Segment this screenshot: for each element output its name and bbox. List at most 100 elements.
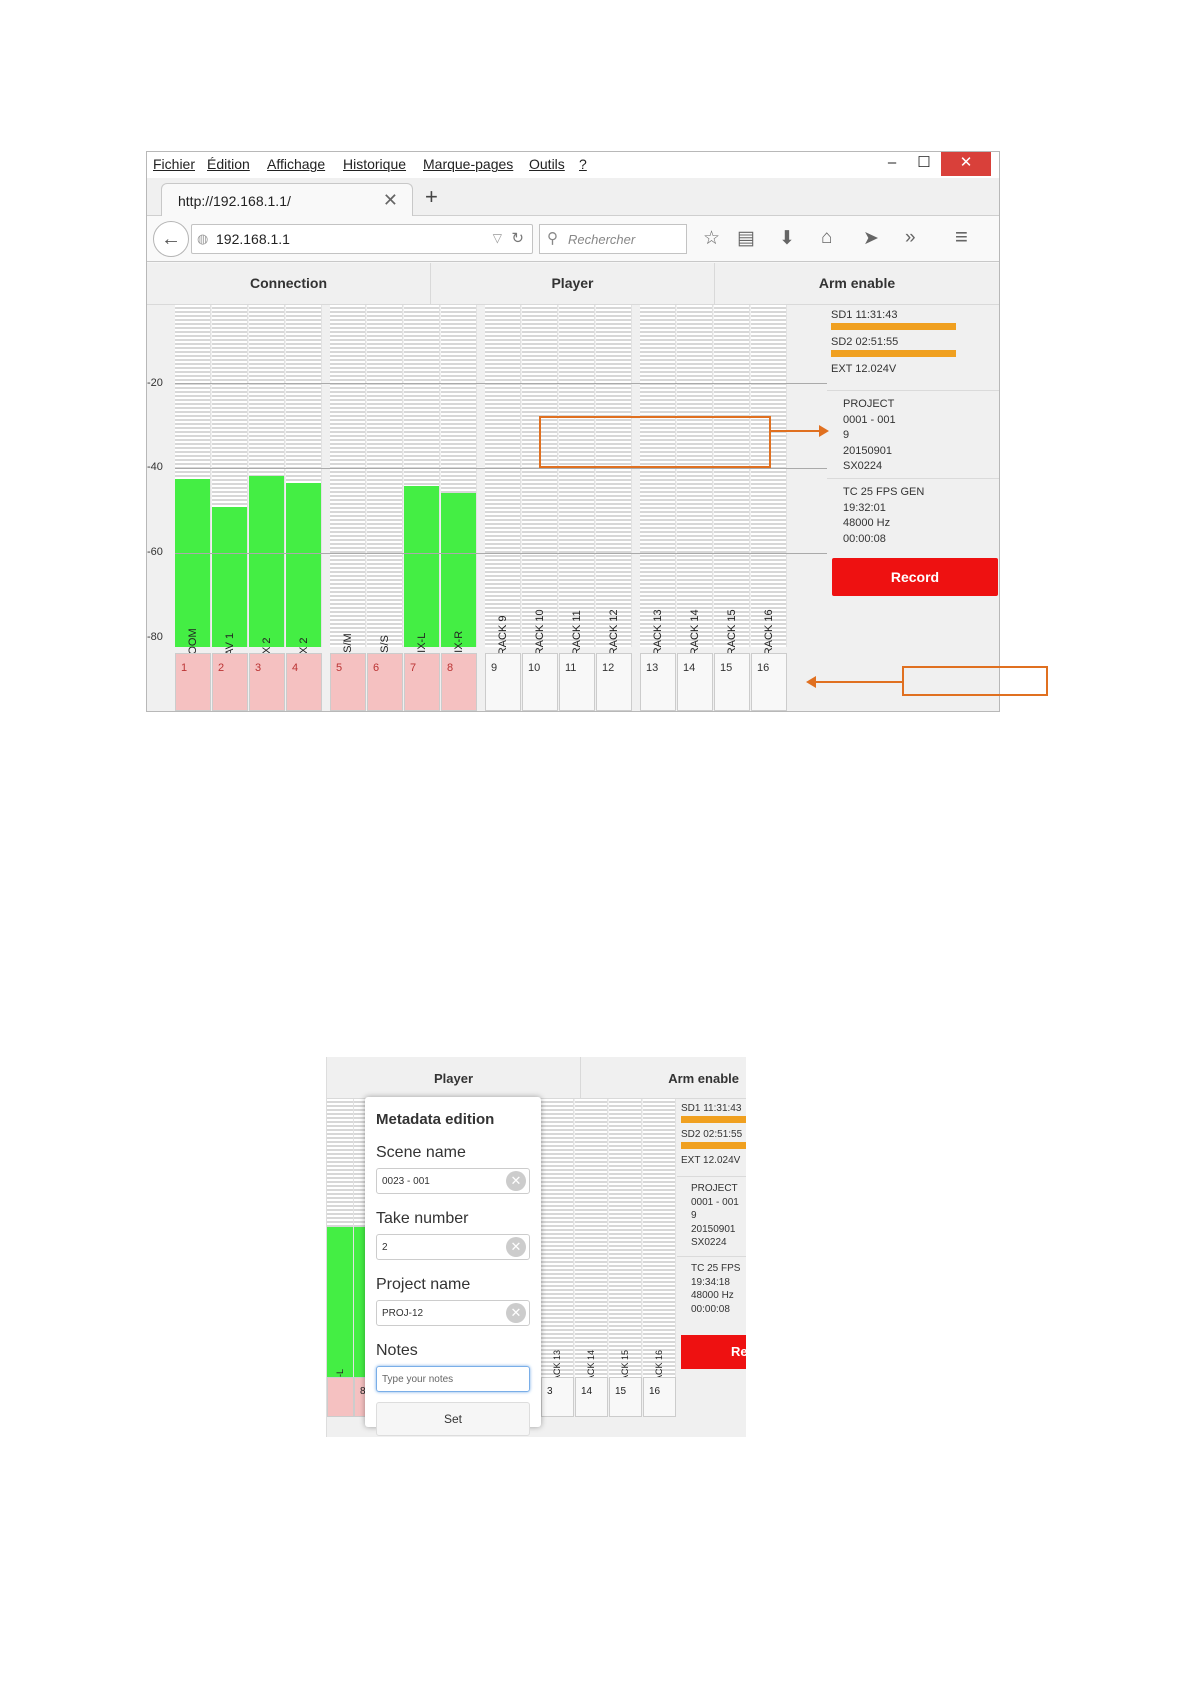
tab-player[interactable]: Player bbox=[431, 263, 715, 305]
channel-name: TRACK 12 bbox=[607, 609, 620, 662]
reading-list-icon[interactable]: ▤ bbox=[737, 228, 755, 249]
notes-label: Notes bbox=[376, 1342, 418, 1359]
channel-name: TRACK 15 bbox=[725, 609, 738, 662]
clear-icon[interactable]: ✕ bbox=[506, 1303, 526, 1323]
take-number-input[interactable]: 2 ✕ bbox=[376, 1234, 530, 1260]
timecode-line: 48000 Hz bbox=[843, 517, 891, 529]
back-icon[interactable]: ← bbox=[153, 221, 189, 257]
arm-toggle-channel[interactable]: 15 bbox=[714, 653, 750, 711]
arm-toggle-channel[interactable]: 14 bbox=[575, 1377, 608, 1417]
popup-header: Player Arm enable bbox=[327, 1057, 746, 1099]
minimize-icon[interactable]: – bbox=[887, 154, 897, 171]
browser-window: Fichier Édition Affichage Historique Mar… bbox=[146, 151, 1000, 712]
sd2-status: SD2 02:51:55 bbox=[681, 1129, 743, 1140]
arm-toggle-channel[interactable]: 16 bbox=[751, 653, 787, 711]
tab-player[interactable]: Player bbox=[327, 1057, 581, 1099]
reload-icon[interactable]: ↻ bbox=[511, 230, 524, 247]
project-name-label: Project name bbox=[376, 1276, 471, 1293]
arm-toggle-channel[interactable] bbox=[327, 1377, 354, 1417]
overflow-icon[interactable]: » bbox=[905, 227, 916, 248]
project-line: 9 bbox=[691, 1210, 697, 1221]
scene-name-input[interactable]: 0023 - 001 ✕ bbox=[376, 1168, 530, 1194]
arm-toggle-channel[interactable]: 3 bbox=[249, 653, 285, 711]
hamburger-menu-icon[interactable]: ≡ bbox=[955, 224, 968, 249]
close-window-icon[interactable]: ✕ bbox=[941, 152, 991, 176]
set-button[interactable]: Set bbox=[376, 1402, 530, 1436]
arm-toggle-channel[interactable]: 9 bbox=[485, 653, 521, 711]
storage-status: SD1 11:31:43 SD2 02:51:55 EXT 12.024V bbox=[677, 1099, 746, 1177]
tab-arm-enable[interactable]: Arm enable bbox=[668, 1071, 739, 1086]
record-button[interactable]: Re bbox=[681, 1335, 746, 1369]
arm-toggle-channel[interactable]: 12 bbox=[596, 653, 632, 711]
take-number-value: 2 bbox=[382, 1242, 388, 1253]
maximize-icon[interactable]: ☐ bbox=[917, 154, 931, 171]
new-tab-icon[interactable]: + bbox=[425, 184, 438, 209]
menu-affichage[interactable]: Affichage bbox=[267, 156, 326, 172]
project-name-input[interactable]: PROJ-12 ✕ bbox=[376, 1300, 530, 1326]
arm-toggle-channel[interactable]: 7 bbox=[404, 653, 440, 711]
arm-toggle-channel[interactable]: 5 bbox=[330, 653, 366, 711]
url-bar[interactable]: ◍ 192.168.1.1 ▽ ↻ bbox=[191, 224, 533, 254]
sd2-usage-bar bbox=[681, 1142, 746, 1149]
notes-input[interactable]: Type your notes bbox=[376, 1366, 530, 1392]
project-info[interactable]: PROJECT 0001 - 001 9 20150901 SX0224 bbox=[677, 1177, 746, 1257]
callout-arrow bbox=[816, 681, 902, 683]
grid-line bbox=[175, 553, 827, 554]
menu-edition[interactable]: Édition bbox=[207, 156, 250, 172]
timecode-line: 19:32:01 bbox=[843, 501, 886, 514]
tab-connection[interactable]: Connection bbox=[147, 263, 431, 305]
storage-status: SD1 11:31:43 SD2 02:51:55 EXT 12.024V bbox=[827, 305, 999, 391]
arm-toggle-channel[interactable]: 1 bbox=[175, 653, 211, 711]
arm-toggle-channel[interactable]: 8 bbox=[441, 653, 477, 711]
browser-tab[interactable]: http://192.168.1.1/ ✕ bbox=[161, 183, 413, 217]
dropdown-icon[interactable]: ▽ bbox=[492, 231, 502, 245]
scene-name-label: Scene name bbox=[376, 1144, 466, 1161]
project-line: PROJECT bbox=[691, 1183, 738, 1194]
tab-arm-enable[interactable]: Arm enable bbox=[715, 263, 999, 305]
home-icon[interactable]: ⌂ bbox=[821, 227, 833, 248]
menu-fichier[interactable]: Fichier bbox=[153, 156, 196, 172]
arm-toggle-channel[interactable]: 6 bbox=[367, 653, 403, 711]
arm-toggle-channel[interactable]: 3 bbox=[541, 1377, 574, 1417]
arm-toggle-channel[interactable]: 10 bbox=[522, 653, 558, 711]
close-tab-icon[interactable]: ✕ bbox=[382, 190, 398, 210]
arm-toggle-channel[interactable]: 15 bbox=[609, 1377, 642, 1417]
channel-meter: TRACK 10 bbox=[522, 305, 558, 662]
channel-meter: MS/M bbox=[330, 305, 366, 662]
project-line: 0001 - 001 bbox=[691, 1196, 739, 1208]
timecode-line: 19:34:18 bbox=[691, 1276, 730, 1288]
menu-marque-pages[interactable]: Marque-pages bbox=[423, 156, 514, 172]
tab-strip: http://192.168.1.1/ ✕ + bbox=[147, 178, 999, 217]
callout-box bbox=[539, 416, 771, 468]
channel-name: BOOM bbox=[186, 628, 199, 662]
menu-outils[interactable]: Outils bbox=[529, 156, 565, 172]
recorder-app: Connection Player Arm enable -20 -40 -60… bbox=[147, 263, 999, 711]
arm-toggle-channel[interactable]: 2 bbox=[212, 653, 248, 711]
timecode-info: TC 25 FPS GEN 19:32:01 48000 Hz 00:00:08 bbox=[827, 479, 999, 557]
timecode-line: TC 25 FPS bbox=[691, 1263, 741, 1274]
bookmark-star-icon[interactable]: ☆ bbox=[703, 228, 721, 249]
download-icon[interactable]: ⬇ bbox=[779, 228, 795, 249]
record-button[interactable]: Record bbox=[832, 558, 998, 596]
arm-toggle-channel[interactable]: 4 bbox=[286, 653, 322, 711]
channel-meter: RX 2 bbox=[286, 305, 322, 662]
nav-bar: ← ◍ 192.168.1.1 ▽ ↻ ⚲ Rechercher ☆ ▤ ⬇ ⌂… bbox=[147, 216, 999, 262]
clear-icon[interactable]: ✕ bbox=[506, 1171, 526, 1191]
arm-toggle-channel[interactable]: 11 bbox=[559, 653, 595, 711]
meter-level bbox=[404, 486, 439, 647]
arm-toggle-channel[interactable]: 16 bbox=[643, 1377, 676, 1417]
project-info[interactable]: PROJECT 0001 - 001 9 20150901 SX0224 bbox=[827, 391, 999, 479]
arm-toggle-channel[interactable]: 14 bbox=[677, 653, 713, 711]
timecode-line: 48000 Hz bbox=[691, 1290, 734, 1301]
clear-icon[interactable]: ✕ bbox=[506, 1237, 526, 1257]
channel-name: TRACK 16 bbox=[762, 609, 775, 662]
channel-meter: TRACK 11 bbox=[559, 305, 595, 662]
arm-toggle-channel[interactable]: 13 bbox=[640, 653, 676, 711]
ext-voltage: EXT 12.024V bbox=[681, 1155, 741, 1166]
send-icon[interactable]: ➤ bbox=[863, 228, 879, 249]
menu-historique[interactable]: Historique bbox=[343, 156, 407, 172]
menu-help[interactable]: ? bbox=[579, 156, 587, 172]
search-input[interactable]: ⚲ Rechercher bbox=[539, 224, 687, 254]
channel-meter: MIX-L bbox=[404, 305, 440, 662]
channel-meter: TRACK 16 bbox=[751, 305, 787, 662]
